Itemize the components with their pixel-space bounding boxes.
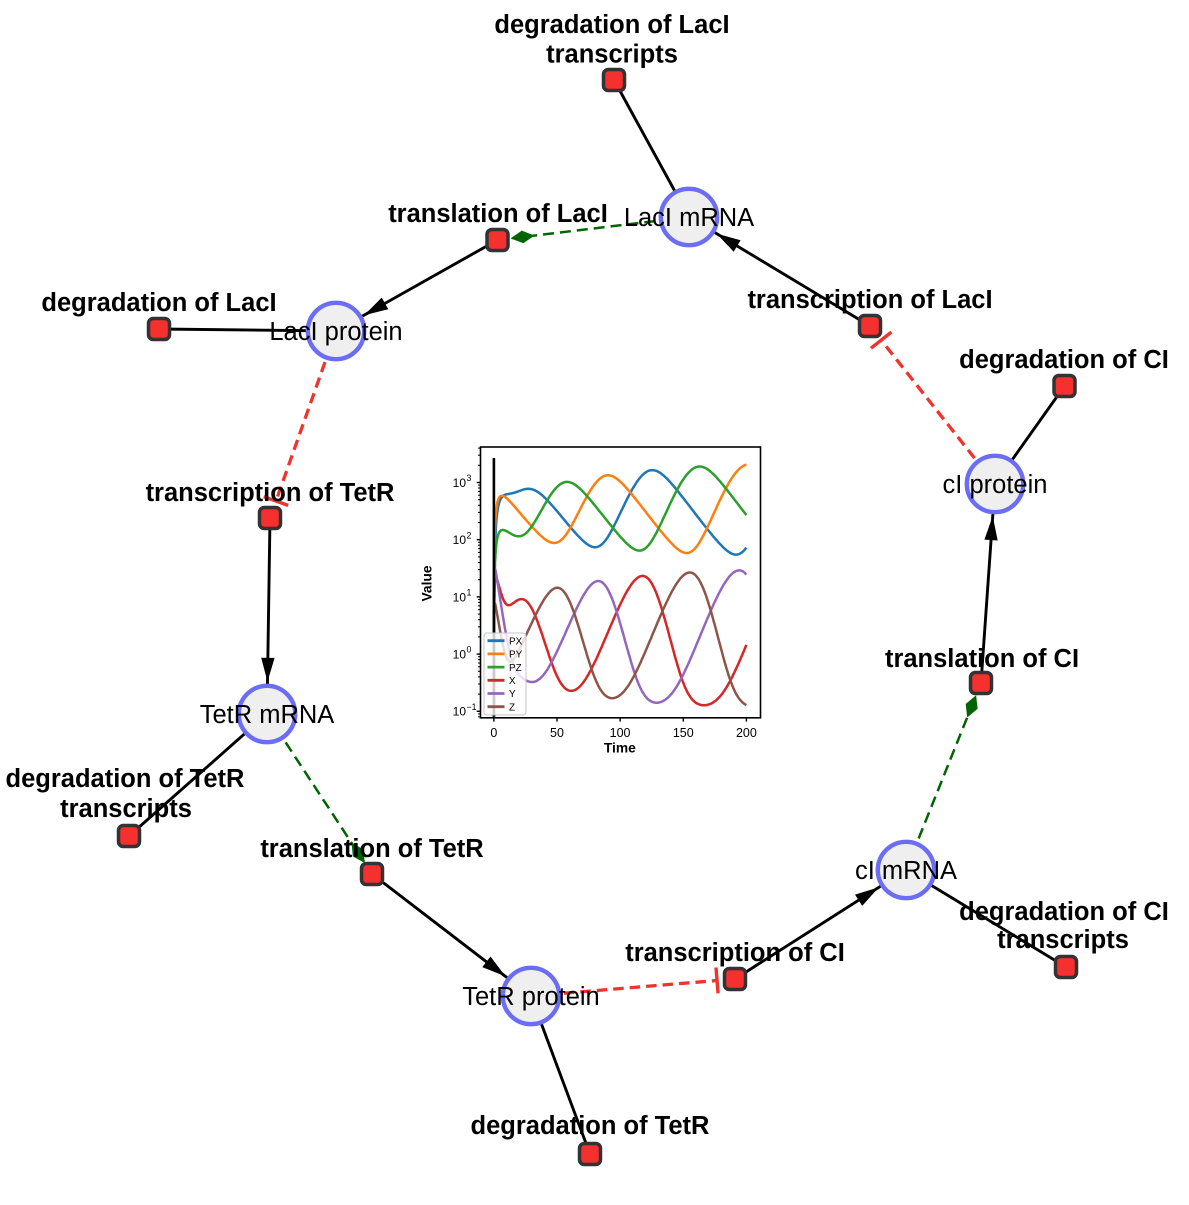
svg-text:3: 3 xyxy=(467,473,472,483)
svg-text:10: 10 xyxy=(453,476,467,490)
svg-text:degradation of TetR: degradation of TetR xyxy=(471,1112,710,1140)
svg-text:cI protein: cI protein xyxy=(943,471,1048,499)
svg-text:degradation of LacI: degradation of LacI xyxy=(494,11,729,39)
svg-text:100: 100 xyxy=(610,726,631,740)
svg-text:degradation of LacI: degradation of LacI xyxy=(41,289,276,317)
svg-text:TetR protein: TetR protein xyxy=(462,983,600,1011)
svg-text:translation of CI: translation of CI xyxy=(885,645,1079,673)
svg-text:10: 10 xyxy=(453,705,467,719)
svg-text:X: X xyxy=(509,676,516,687)
svg-text:Time: Time xyxy=(604,741,636,756)
svg-text:0: 0 xyxy=(490,726,497,740)
svg-text:transcripts: transcripts xyxy=(60,795,192,823)
svg-text:transcription of CI: transcription of CI xyxy=(625,939,845,967)
svg-text:10: 10 xyxy=(453,590,467,604)
svg-text:Y: Y xyxy=(509,689,516,700)
svg-text:150: 150 xyxy=(673,726,694,740)
svg-text:translation of LacI: translation of LacI xyxy=(388,200,608,228)
svg-text:−1: −1 xyxy=(467,702,477,712)
svg-text:PZ: PZ xyxy=(509,663,522,674)
svg-text:2: 2 xyxy=(467,530,472,540)
svg-text:PY: PY xyxy=(509,650,523,661)
svg-text:200: 200 xyxy=(736,726,757,740)
svg-text:PX: PX xyxy=(509,636,523,647)
svg-text:0: 0 xyxy=(467,645,472,655)
svg-text:TetR mRNA: TetR mRNA xyxy=(200,701,335,729)
svg-text:translation of TetR: translation of TetR xyxy=(260,835,483,863)
svg-text:transcription of LacI: transcription of LacI xyxy=(747,286,992,314)
svg-text:50: 50 xyxy=(550,726,564,740)
svg-text:1: 1 xyxy=(467,588,472,598)
svg-text:LacI protein: LacI protein xyxy=(269,318,402,346)
svg-text:degradation of CI: degradation of CI xyxy=(959,898,1169,926)
svg-text:10: 10 xyxy=(453,648,467,662)
svg-text:degradation of TetR: degradation of TetR xyxy=(6,765,245,793)
svg-text:10: 10 xyxy=(453,533,467,547)
svg-text:LacI mRNA: LacI mRNA xyxy=(624,204,754,232)
svg-text:transcription of TetR: transcription of TetR xyxy=(146,479,395,507)
svg-text:Value: Value xyxy=(420,565,435,601)
svg-text:degradation of CI: degradation of CI xyxy=(959,346,1169,374)
svg-text:transcripts: transcripts xyxy=(546,41,678,69)
svg-text:Z: Z xyxy=(509,702,515,713)
svg-text:transcripts: transcripts xyxy=(997,926,1129,954)
svg-text:cI mRNA: cI mRNA xyxy=(855,857,957,885)
